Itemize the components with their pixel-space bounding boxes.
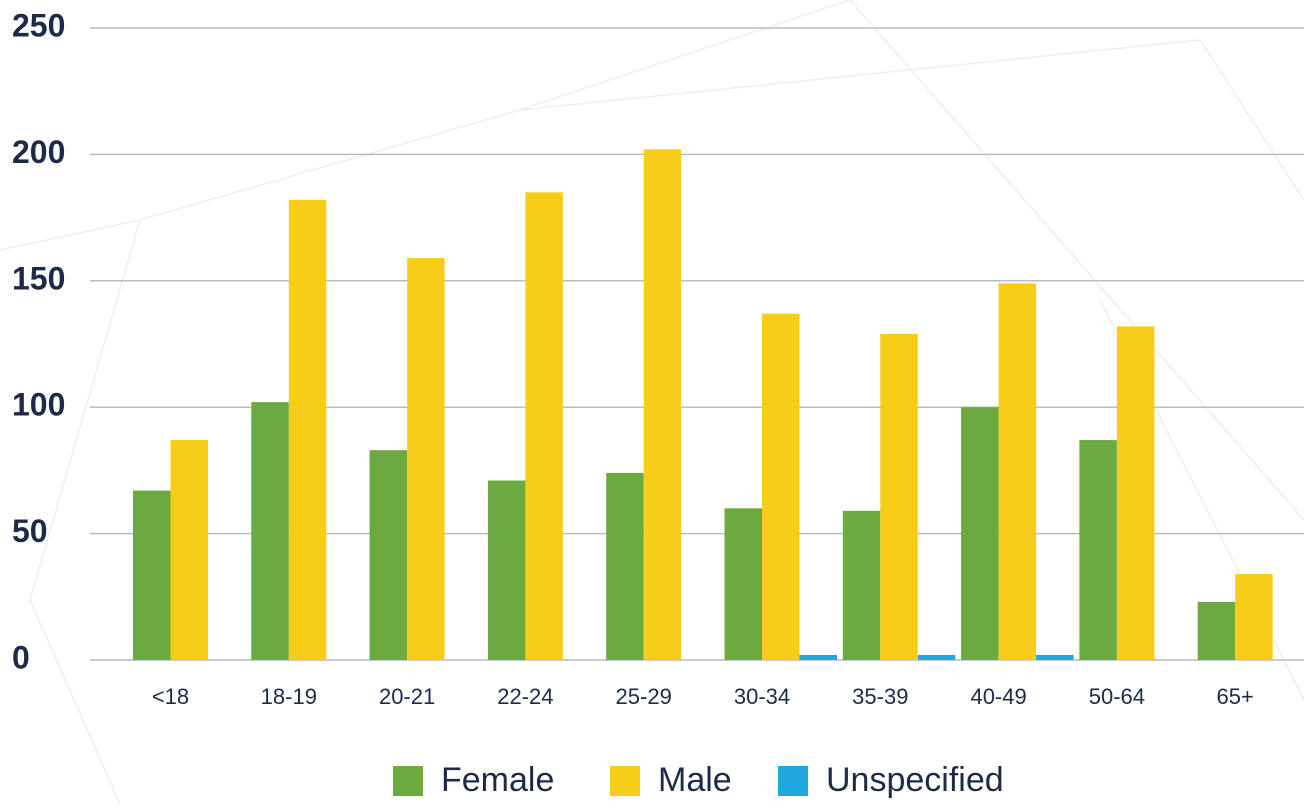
bar: [1036, 654, 1074, 660]
legend-swatch: [393, 766, 423, 796]
bar: [724, 508, 762, 660]
bar: [407, 258, 445, 660]
bar: [170, 440, 208, 660]
x-tick-label: 65+: [1217, 684, 1254, 709]
legend-label: Female: [441, 761, 554, 799]
bar: [525, 192, 563, 660]
bar: [288, 199, 327, 661]
x-tick-label: 35-39: [852, 684, 908, 709]
x-tick-label: 20-21: [379, 684, 435, 709]
bar: [799, 654, 837, 660]
bar: [1235, 574, 1273, 660]
y-tick-label: 50: [12, 513, 48, 549]
bar: [487, 480, 526, 660]
x-tick-label: <18: [152, 684, 189, 709]
bar: [998, 283, 1037, 660]
bar: [606, 472, 644, 660]
bar: [369, 450, 408, 660]
bar: [762, 313, 800, 660]
y-tick-label: 100: [12, 387, 65, 423]
bar: [917, 654, 956, 660]
legend-swatch: [778, 766, 808, 796]
legend-label: Male: [658, 761, 732, 799]
y-tick-label: 0: [12, 639, 30, 675]
bar: [1116, 326, 1155, 660]
x-tick-label: 30-34: [734, 684, 790, 709]
x-tick-label: 18-19: [261, 684, 317, 709]
y-tick-label: 150: [12, 260, 65, 296]
legend-swatch: [610, 766, 640, 796]
x-tick-label: 40-49: [970, 684, 1026, 709]
bar: [133, 490, 171, 660]
x-tick-label: 50-64: [1089, 684, 1145, 709]
bar: [880, 333, 918, 660]
legend-label: Unspecified: [826, 761, 1004, 799]
x-tick-label: 22-24: [497, 684, 553, 709]
y-tick-label: 250: [12, 7, 65, 43]
bar: [1079, 440, 1117, 660]
bar: [251, 402, 289, 660]
bar: [1197, 601, 1236, 660]
bar: [842, 510, 881, 660]
bar: [643, 149, 682, 660]
bar: [961, 407, 999, 660]
x-tick-label: 25-29: [616, 684, 672, 709]
y-tick-label: 200: [12, 134, 65, 170]
